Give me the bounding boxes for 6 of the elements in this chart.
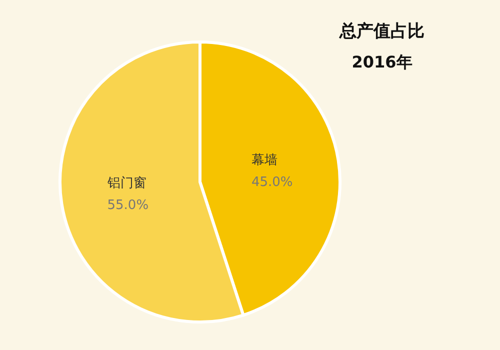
slice-label: 幕墙 bbox=[251, 153, 278, 168]
slice-label: 铝门窗 bbox=[106, 174, 146, 191]
data-label: 55.0% bbox=[107, 198, 149, 213]
text: 总产值占比 bbox=[338, 22, 424, 42]
text: 2016年 bbox=[352, 52, 412, 72]
data-label: 45.0% bbox=[251, 175, 293, 190]
